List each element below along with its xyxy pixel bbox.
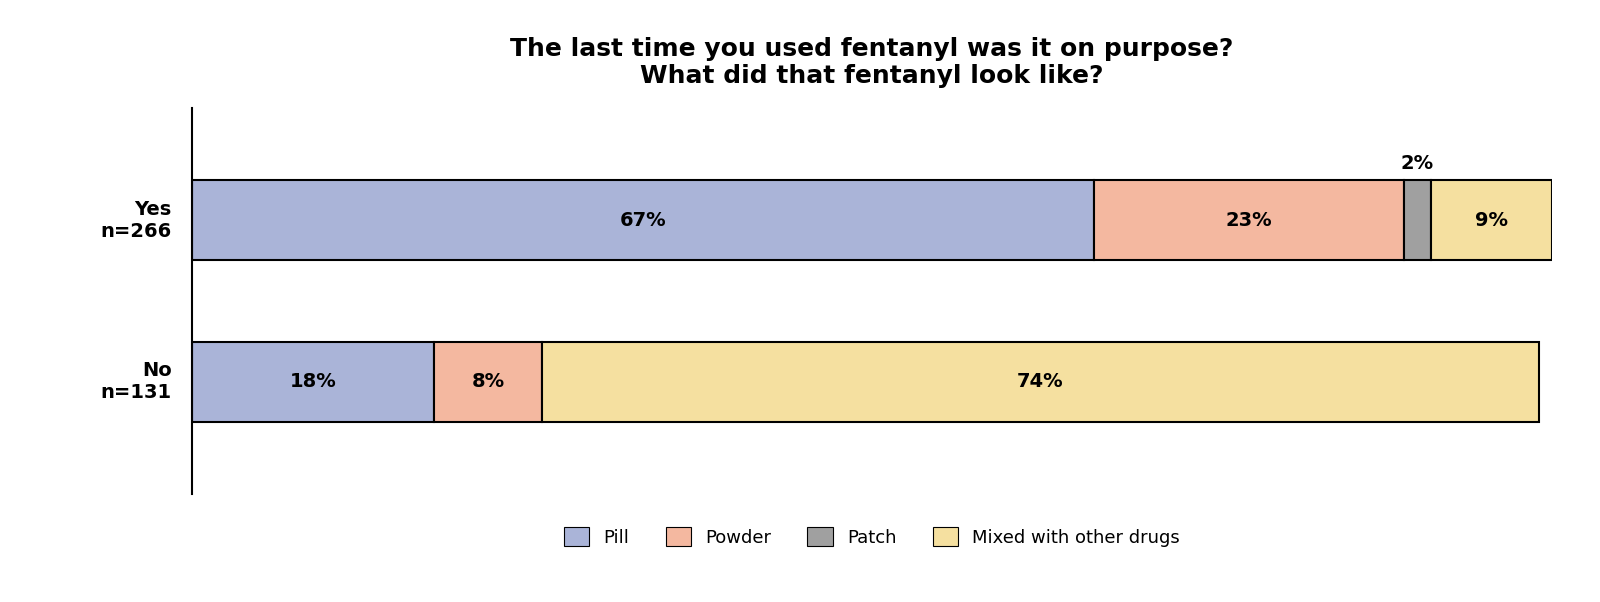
Bar — [434, 342, 542, 421]
Text: Yes
n=266: Yes n=266 — [101, 200, 171, 241]
Text: 67%: 67% — [619, 211, 667, 230]
Bar — [192, 181, 1094, 260]
Text: 8%: 8% — [472, 372, 506, 391]
Bar — [1430, 181, 1552, 260]
Bar — [192, 342, 434, 421]
Text: 18%: 18% — [290, 372, 336, 391]
Text: 9%: 9% — [1475, 211, 1507, 230]
Text: 2%: 2% — [1400, 154, 1434, 173]
Bar — [1094, 181, 1403, 260]
Text: 23%: 23% — [1226, 211, 1272, 230]
Bar — [1403, 181, 1430, 260]
Title: The last time you used fentanyl was it on purpose?
What did that fentanyl look l: The last time you used fentanyl was it o… — [510, 37, 1234, 88]
Text: No
n=131: No n=131 — [101, 361, 171, 402]
Text: 74%: 74% — [1018, 372, 1064, 391]
Legend: Pill, Powder, Patch, Mixed with other drugs: Pill, Powder, Patch, Mixed with other dr… — [557, 520, 1187, 554]
Bar — [542, 342, 1539, 421]
